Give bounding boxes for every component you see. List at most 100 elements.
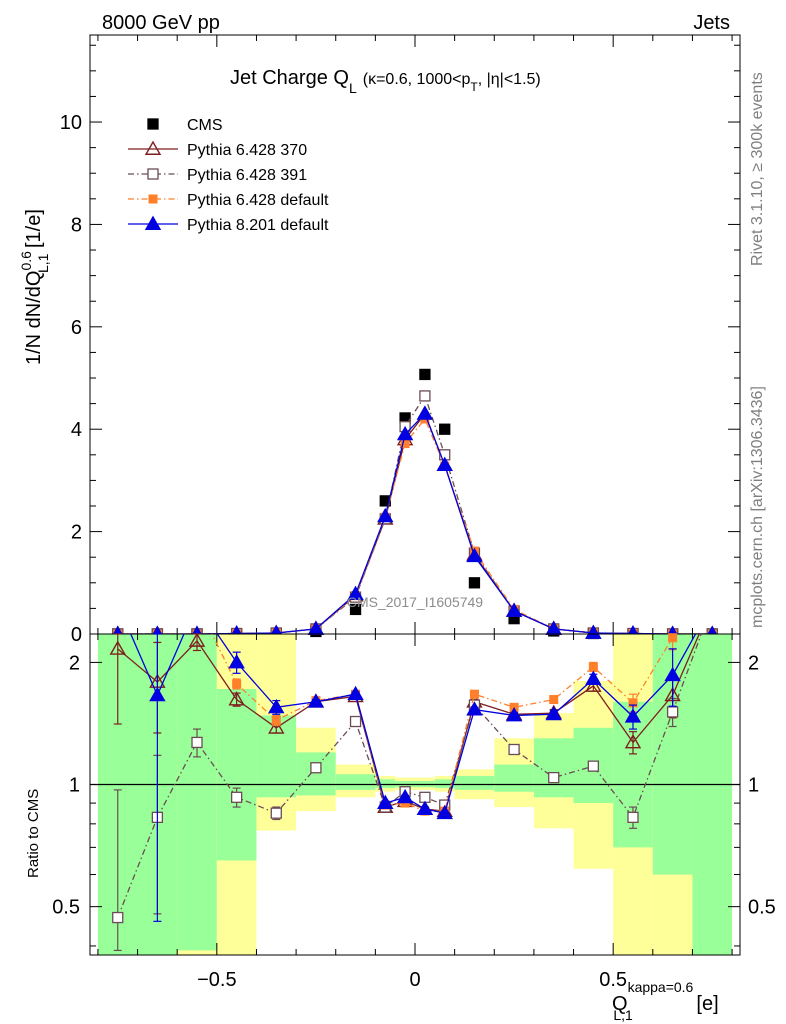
ratio-point-pythia-8-201-default <box>307 693 325 708</box>
main-point-pythia-8-201-default <box>505 602 523 617</box>
main-point-pythia-8-201-default <box>466 547 483 563</box>
ratio-point-pythia-8-201-default <box>664 666 681 682</box>
ratio-point-pythia-6-428-default <box>469 689 479 699</box>
ratio-point-pythia-8-201-default <box>545 705 562 721</box>
band-green <box>375 779 396 789</box>
ratio-point-pythia-6-428-default <box>549 695 559 705</box>
ylabel-sub: L,1 <box>35 253 51 273</box>
ratio-marks <box>109 632 702 952</box>
title-kinematics: (κ=0.6, 1000<p <box>363 71 471 88</box>
band-green <box>454 775 495 790</box>
ylabel-post: [1/e] <box>23 209 45 253</box>
ratio-line-pythia-8-201-default <box>130 634 697 814</box>
ratio-ytick-label-right: 1 <box>748 775 759 797</box>
ratio-point-pythia-8-201-default <box>624 708 642 723</box>
band-green <box>494 764 534 792</box>
legend-marker-pythia-6-428-default <box>148 194 158 204</box>
main-grid: 0 2 4 6 8 10 <box>60 34 741 646</box>
legend-marker-pythia-6-428-391 <box>147 168 159 180</box>
xlabel-sub: L,1 <box>613 1007 633 1023</box>
title-sub: L <box>349 80 357 96</box>
legend-label-cms: CMS <box>187 117 223 134</box>
legend-marker-pythia-8-201-default <box>144 215 162 230</box>
mcplots-label: mcplots.cern.ch [arXiv:1306.3436] <box>749 386 766 628</box>
ratio-point-pythia-6-428-391 <box>548 771 560 784</box>
ratio-grid: 0.5 0.5 1 1 2 2 −0.5 0 0.5 <box>52 633 776 991</box>
xlabel-sup: kappa=0.6 <box>628 979 694 995</box>
ratio-point-pythia-6-428-default <box>232 679 242 689</box>
ratio-point-pythia-8-201-default <box>347 685 364 701</box>
band-green <box>434 779 455 789</box>
ratio-point-pythia-6-428-391 <box>508 743 520 756</box>
legend-label-p391: Pythia 6.428 391 <box>187 167 307 184</box>
ratio-line-pythia-6-428-391 <box>117 634 702 918</box>
ratio-ytick-label: 0.5 <box>52 897 80 919</box>
legend-marker-cms <box>147 118 159 130</box>
ratio-xtick-label: 0.5 <box>599 969 627 991</box>
band-green <box>533 738 574 798</box>
legend-symbol-pythia-8-201-default <box>128 215 178 230</box>
ratio-point-pythia-6-428-370 <box>228 691 245 706</box>
main-point-pythia-8-201-default <box>416 405 434 420</box>
legend-symbol-pythia-6-428-370 <box>128 140 178 155</box>
main-point-cms <box>419 368 431 381</box>
ratio-point-pythia-8-201-default <box>466 701 483 716</box>
main-point-cms <box>349 603 362 616</box>
main-ytick-label: 2 <box>71 522 82 544</box>
main-ytick-label: 6 <box>71 317 82 339</box>
ratio-point-pythia-6-428-391 <box>666 706 679 718</box>
title-kin-end: , |η|<1.5) <box>478 71 541 88</box>
ratio-point-pythia-8-201-default <box>505 707 523 722</box>
main-point-cms <box>439 423 451 435</box>
ratio-bands <box>97 634 733 955</box>
legend: CMS Pythia 6.428 370 Pythia 6.428 391 Py… <box>187 117 329 234</box>
ratio-xtick-label: −0.5 <box>197 969 236 991</box>
ratio-ytick-label-right: 0.5 <box>748 897 776 919</box>
ratio-point-pythia-6-428-391 <box>112 911 124 924</box>
header-jets: Jets <box>693 12 730 34</box>
ratio-point-pythia-6-428-370 <box>109 640 126 655</box>
main-point-cms <box>468 577 481 589</box>
ratio-point-pythia-6-428-default <box>271 715 281 725</box>
legend-symbols <box>128 118 178 230</box>
ratio-ytick-label-right: 2 <box>748 652 759 674</box>
ratio-line-pythia-6-428-default <box>211 634 679 812</box>
xlabel-post: [e] <box>691 993 719 1015</box>
ratio-point-pythia-6-428-370 <box>585 677 602 692</box>
header-energy: 8000 GeV pp <box>102 12 220 34</box>
main-ytick-label: 4 <box>71 419 82 441</box>
watermark: CMS_2017_I1605749 <box>347 594 483 610</box>
band-green <box>296 752 336 796</box>
main-title: Jet Charge QL (κ=0.6, 1000<pT, |η|<1.5) <box>230 67 541 96</box>
legend-symbol-pythia-6-428-391 <box>128 168 178 180</box>
ratio-point-pythia-6-428-391 <box>310 762 322 774</box>
ratio-point-pythia-6-428-391 <box>627 811 639 824</box>
ratio-point-pythia-8-201-default <box>268 698 285 714</box>
ratio-point-pythia-8-201-default <box>436 804 453 820</box>
rivet-label: Rivet 3.1.10, ≥ 300k events <box>749 72 766 266</box>
ratio-point-pythia-8-201-default <box>149 686 166 702</box>
ratio-point-pythia-8-201-default <box>228 654 245 669</box>
xlabel-main: Q <box>612 993 628 1015</box>
band-green <box>216 688 257 861</box>
ratio-point-pythia-6-428-default <box>668 633 678 643</box>
ratio-point-pythia-6-428-391 <box>270 807 282 819</box>
band-green <box>692 634 733 955</box>
ratio-point-pythia-8-201-default <box>416 800 434 816</box>
legend-symbol-pythia-6-428-default <box>128 194 178 204</box>
ratio-xlabel: Qkappa=0.6 L,1 [e] <box>612 979 719 1023</box>
ylabel-pre: 1/N dN/dQ <box>23 271 45 365</box>
main-point-pythia-6-428-391 <box>419 390 431 402</box>
main-ytick-label: 8 <box>71 214 82 236</box>
legend-symbol-cms <box>147 118 159 130</box>
legend-label-p370: Pythia 6.428 370 <box>187 142 307 159</box>
band-green <box>177 634 217 951</box>
legend-label-p8def: Pythia 8.201 default <box>187 217 329 234</box>
ratio-point-pythia-8-201-default <box>377 794 394 810</box>
main-point-pythia-8-201-default <box>377 507 394 523</box>
ratio-point-pythia-6-428-370 <box>188 632 206 647</box>
title-main: Jet Charge Q <box>230 67 349 89</box>
ratio-ytick-label: 2 <box>69 652 80 674</box>
title-kin-sub: T <box>470 80 478 94</box>
